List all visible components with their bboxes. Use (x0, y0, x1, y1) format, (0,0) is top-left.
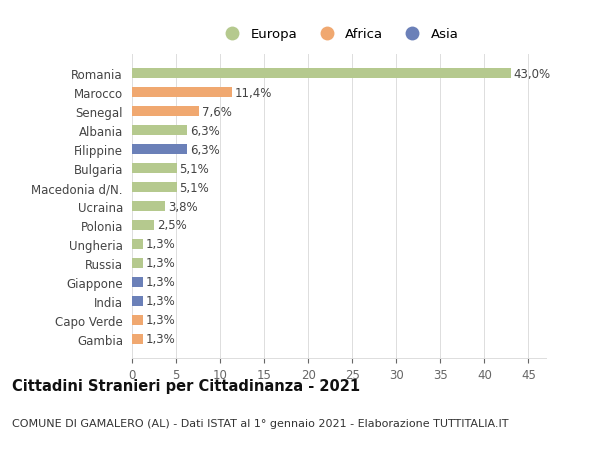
Text: 1,3%: 1,3% (146, 313, 176, 327)
Bar (132, 88, 232, 98)
Bar (132, 69, 511, 79)
Bar (132, 163, 177, 174)
Text: 1,3%: 1,3% (146, 295, 176, 308)
Text: 5,1%: 5,1% (179, 162, 209, 175)
Bar (132, 182, 177, 193)
Bar (132, 202, 166, 212)
Text: 2,5%: 2,5% (157, 219, 187, 232)
Text: 5,1%: 5,1% (179, 181, 209, 194)
Text: COMUNE DI GAMALERO (AL) - Dati ISTAT al 1° gennaio 2021 - Elaborazione TUTTITALI: COMUNE DI GAMALERO (AL) - Dati ISTAT al … (12, 418, 509, 428)
Text: 1,3%: 1,3% (146, 257, 176, 270)
Text: 7,6%: 7,6% (202, 106, 232, 118)
Text: 1,3%: 1,3% (146, 333, 176, 346)
Text: 43,0%: 43,0% (514, 67, 551, 80)
Bar (132, 220, 154, 231)
Text: 3,8%: 3,8% (168, 200, 198, 213)
Bar (132, 334, 143, 344)
Bar (132, 258, 143, 269)
Text: Cittadini Stranieri per Cittadinanza - 2021: Cittadini Stranieri per Cittadinanza - 2… (12, 379, 360, 394)
Bar (132, 277, 143, 287)
Text: 11,4%: 11,4% (235, 86, 272, 100)
Bar (132, 106, 199, 117)
Text: 6,3%: 6,3% (190, 124, 220, 137)
Text: 1,3%: 1,3% (146, 238, 176, 251)
Text: 1,3%: 1,3% (146, 276, 176, 289)
Bar (132, 145, 187, 155)
Bar (132, 296, 143, 307)
Bar (132, 239, 143, 250)
Bar (132, 315, 143, 325)
Bar (132, 126, 187, 136)
Text: 6,3%: 6,3% (190, 143, 220, 156)
Legend: Europa, Africa, Asia: Europa, Africa, Asia (219, 28, 459, 41)
